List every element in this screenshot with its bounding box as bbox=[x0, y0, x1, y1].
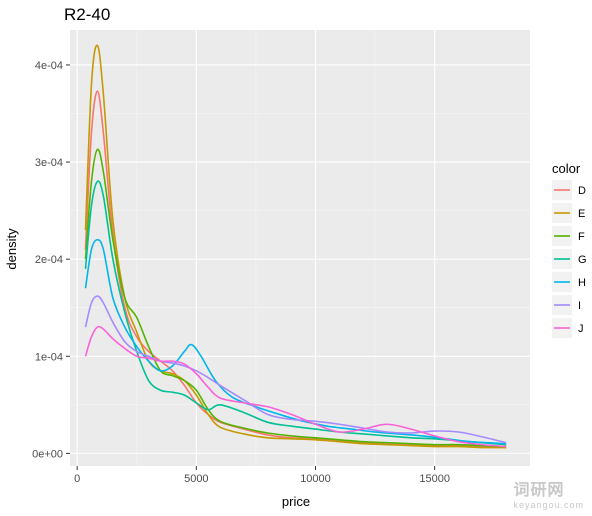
x-axis-title: price bbox=[282, 494, 310, 509]
minor-gridlines bbox=[70, 30, 530, 466]
legend-label-j: J bbox=[578, 323, 584, 335]
y-axis-title: density bbox=[4, 228, 19, 270]
x-tick-label: 5000 bbox=[184, 473, 208, 485]
y-tick-label: 1e-04 bbox=[35, 351, 63, 363]
watermark-logo: 词研网 keyangou.com bbox=[513, 476, 584, 510]
legend-label-e: E bbox=[578, 208, 585, 220]
x-tick-label: 10000 bbox=[300, 473, 331, 485]
density-line-f bbox=[84, 148, 507, 448]
density-line-i bbox=[84, 295, 507, 444]
y-tick-label: 3e-04 bbox=[35, 157, 63, 169]
x-tick-label: 15000 bbox=[419, 473, 450, 485]
y-tick-label: 4e-04 bbox=[35, 60, 63, 72]
legend-label-i: I bbox=[578, 300, 581, 312]
density-line-j bbox=[84, 325, 507, 448]
density-line-h bbox=[84, 238, 507, 445]
chart-title: R2-40 bbox=[64, 5, 110, 24]
legend-label-h: H bbox=[578, 277, 586, 289]
y-axis-ticks: 0e+00 1e-04 2e-04 3e-04 4e-04 bbox=[32, 60, 70, 460]
density-line-g bbox=[84, 180, 507, 446]
x-axis-ticks: 0 5000 10000 15000 bbox=[74, 466, 450, 485]
legend-label-d: D bbox=[578, 185, 586, 197]
density-lines bbox=[84, 44, 507, 449]
legend-title: color bbox=[552, 161, 581, 176]
legend-label-f: F bbox=[578, 231, 585, 243]
x-tick-label: 0 bbox=[74, 473, 80, 485]
y-tick-label: 2e-04 bbox=[35, 254, 63, 266]
major-gridlines bbox=[70, 30, 530, 466]
y-tick-label: 0e+00 bbox=[32, 448, 63, 460]
watermark-text: 词研网 bbox=[513, 482, 565, 499]
plot-panel bbox=[70, 30, 530, 466]
watermark-url: keyangou.com bbox=[513, 500, 584, 510]
legend-label-g: G bbox=[578, 254, 587, 266]
density-line-e bbox=[84, 44, 507, 449]
